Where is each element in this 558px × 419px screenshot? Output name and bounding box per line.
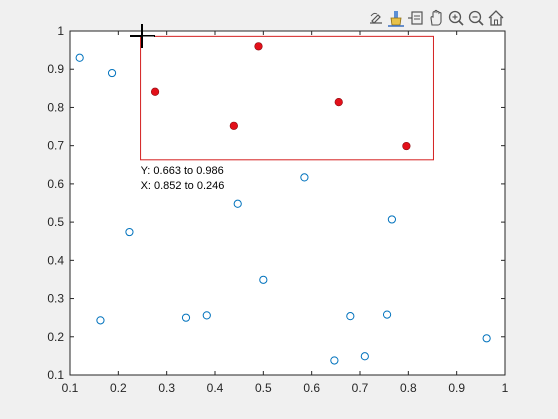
scatter-point[interactable] — [259, 275, 268, 284]
scatter-point[interactable] — [75, 53, 84, 62]
zoom-out-icon[interactable] — [468, 10, 484, 26]
scatter-point[interactable] — [125, 227, 134, 237]
brush-selection-box[interactable] — [140, 35, 434, 161]
scatter-point[interactable] — [233, 199, 242, 208]
scatter-point[interactable] — [96, 316, 105, 325]
scatter-point[interactable] — [387, 215, 396, 224]
scatter-point-selected[interactable] — [229, 121, 238, 130]
y-tick-label: 1 — [57, 24, 64, 38]
axes-toolbar — [368, 9, 504, 27]
scatter-point-selected[interactable] — [402, 141, 411, 151]
x-tick-label: 0.5 — [255, 381, 272, 395]
brush-y-range-label: Y: 0.663 to 0.986 — [141, 165, 224, 177]
x-tick-label: 0.7 — [352, 381, 369, 395]
scatter-point[interactable] — [181, 313, 191, 322]
y-tick-label: 0.6 — [47, 177, 64, 191]
scatter-point[interactable] — [346, 312, 355, 321]
x-tick-label: 0.8 — [400, 381, 417, 395]
scatter-point-selected[interactable] — [254, 42, 263, 51]
y-tick-label: 0.5 — [47, 215, 64, 229]
axes-background[interactable] — [70, 31, 505, 375]
data-tips-icon[interactable] — [408, 11, 423, 25]
y-tick-label: 0.3 — [47, 292, 64, 306]
scatter-series — [75, 42, 491, 365]
x-tick-label: 0.9 — [448, 381, 465, 395]
scatter-point[interactable] — [107, 68, 117, 78]
x-tick-label: 0.3 — [158, 381, 175, 395]
x-tick-label: 0.6 — [303, 381, 320, 395]
y-tick-label: 0.2 — [47, 330, 64, 344]
brush-icon[interactable] — [388, 11, 404, 27]
x-tick-label: 0.4 — [207, 381, 224, 395]
x-tick-label: 0.2 — [110, 381, 127, 395]
axis-ticks: 0.1 0.2 0.3 0.4 0.5 0.6 0.7 0.8 0.9 1 0.1 0.2 0.3 0.4… — [47, 24, 508, 395]
y-tick-label: 0.4 — [47, 253, 64, 267]
edit-plot-icon[interactable] — [368, 10, 384, 26]
axes-box — [69, 30, 506, 376]
crosshair-cursor-icon — [130, 24, 155, 48]
x-tick-label: 0.1 — [62, 381, 79, 395]
y-tick-label: 0.8 — [47, 100, 64, 114]
y-tick-label: 0.7 — [47, 139, 64, 153]
zoom-in-icon[interactable] — [448, 10, 464, 26]
scatter-point[interactable] — [360, 352, 369, 361]
home-restore-icon[interactable] — [488, 10, 504, 26]
pan-hand-icon[interactable] — [430, 9, 442, 26]
scatter-point[interactable] — [482, 334, 491, 343]
y-tick-label: 0.1 — [47, 368, 64, 382]
scatter-point[interactable] — [300, 173, 309, 182]
brush-x-range-label: X: 0.852 to 0.246 — [141, 180, 225, 192]
x-tick-label: 1 — [502, 381, 509, 395]
scatter-point[interactable] — [202, 311, 211, 320]
scatter-point-selected[interactable] — [334, 97, 343, 107]
scatter-point[interactable] — [382, 310, 392, 319]
scatter-point[interactable] — [330, 356, 339, 365]
y-tick-label: 0.9 — [47, 62, 64, 76]
scatter-point-selected[interactable] — [150, 87, 160, 96]
